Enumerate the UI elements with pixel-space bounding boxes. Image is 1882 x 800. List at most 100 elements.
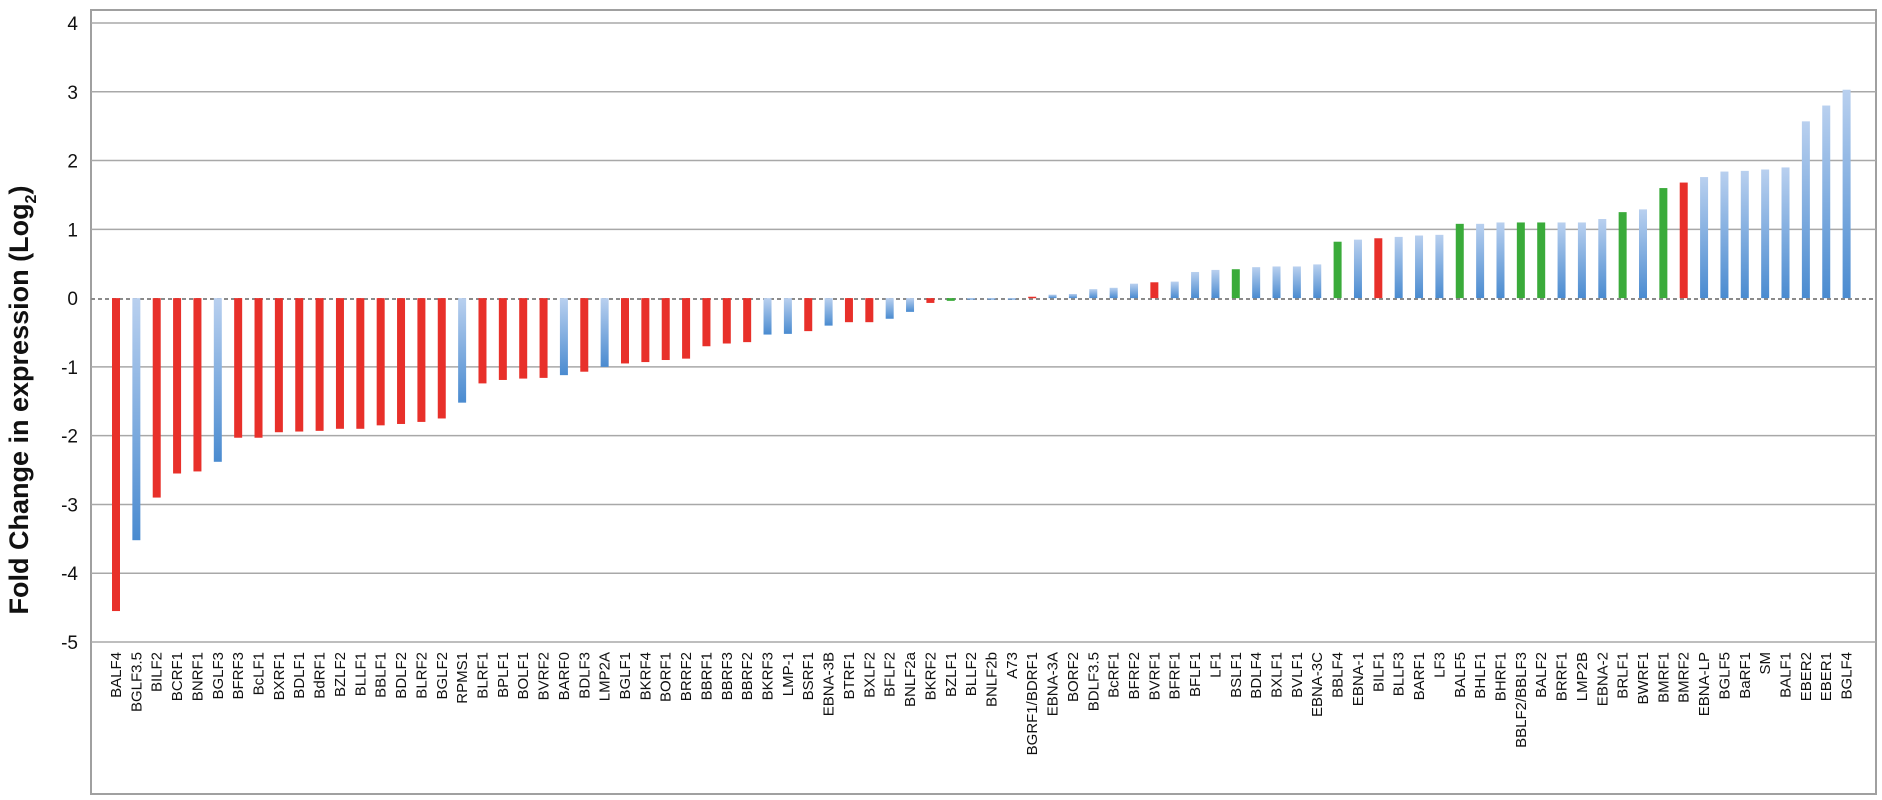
x-category-label: BSRF1 (800, 652, 817, 700)
y-axis-label: Fold Change in expression (Log2) (4, 186, 40, 615)
x-category-label: BLRF1 (474, 652, 491, 699)
bar (1455, 223, 1464, 299)
bar (621, 298, 629, 364)
bar (376, 298, 385, 426)
bar (1801, 121, 1810, 299)
x-category-label: BRRF2 (678, 652, 695, 701)
bar (1394, 236, 1403, 299)
x-category-label: BaRF1 (1737, 652, 1754, 699)
x-category-label: LMP2A (597, 652, 614, 701)
bar (1618, 212, 1627, 299)
bar (641, 298, 650, 363)
y-tick-label: -3 (61, 495, 78, 516)
bar (1577, 222, 1586, 299)
x-category-label: LMP-1 (780, 652, 797, 696)
bar (1130, 283, 1138, 299)
x-category-label: BGRF1/BDRF1 (1024, 652, 1041, 755)
bar (1639, 209, 1647, 299)
x-category-label: BSLF1 (1228, 652, 1245, 698)
bar (1537, 222, 1546, 299)
x-category-label: BVRF1 (1146, 652, 1163, 700)
x-category-label: BKRF4 (637, 652, 654, 700)
x-category-label: BFRF3 (230, 652, 247, 700)
x-category-label: BTRF1 (841, 652, 858, 700)
x-category-label: A73 (1004, 652, 1021, 679)
y-axis-label-main: Fold Change in expression (Log (4, 203, 34, 614)
bar (397, 298, 406, 424)
x-category-label: BXRF1 (271, 652, 288, 700)
y-tick-label: -2 (61, 427, 78, 448)
bar (356, 298, 365, 429)
x-category-label: BGLF1 (617, 652, 634, 700)
bar (519, 298, 528, 379)
x-category-label: BORF1 (658, 652, 675, 702)
bar (1700, 177, 1709, 299)
bar (1496, 222, 1505, 299)
x-category-label: BLLF3 (1391, 652, 1408, 696)
bar (498, 298, 507, 380)
bar (1842, 89, 1851, 299)
bar (763, 298, 772, 335)
bar (437, 298, 446, 419)
bar (1435, 234, 1444, 299)
x-category-label: EBNA-1 (1350, 652, 1367, 706)
bar (1089, 289, 1098, 299)
bar (1068, 293, 1077, 299)
bar (885, 298, 894, 319)
y-tick-label: 1 (67, 220, 78, 241)
bar (458, 298, 467, 403)
y-axis-label-suffix: ) (4, 186, 34, 195)
bar (743, 298, 752, 343)
x-category-label: BFRF2 (1126, 652, 1143, 700)
x-category-label: BDLF1 (291, 652, 308, 699)
bar (152, 298, 161, 498)
x-category-label: BZLF1 (943, 652, 960, 697)
bar (1822, 105, 1831, 299)
bar (1231, 269, 1240, 299)
bar (1740, 170, 1749, 299)
bar (1761, 169, 1770, 299)
x-category-label: BPLF1 (495, 652, 512, 698)
bar (1252, 267, 1261, 299)
x-category-label: BOLF1 (515, 652, 532, 700)
x-category-label: BBRF1 (698, 652, 715, 700)
x-category-label: BRRF1 (1554, 652, 1571, 701)
x-category-label: EBNA-LP (1696, 652, 1713, 716)
bar (824, 298, 833, 326)
x-category-label: BVRF2 (536, 652, 553, 700)
y-axis-ticks: 4 3 2 1 0 -1 -2 -3 -4 -5 (61, 14, 78, 654)
x-category-label: RPMS1 (454, 652, 471, 704)
bar (1516, 222, 1525, 299)
x-category-label: BDLF4 (1248, 652, 1265, 699)
x-category-label: EBER1 (1818, 652, 1835, 701)
bar (865, 298, 874, 323)
bar (112, 298, 120, 612)
bar (600, 298, 609, 367)
bar (274, 298, 283, 433)
bar (906, 298, 915, 312)
x-category-label: BBLF1 (373, 652, 390, 698)
x-category-label: BDLF2 (393, 652, 410, 699)
y-tick-label: -4 (61, 564, 78, 585)
bar (722, 298, 731, 344)
y-axis-label-subscript: 2 (23, 194, 40, 203)
bar (478, 298, 487, 384)
bar (1191, 271, 1200, 299)
x-category-label: BXLF2 (861, 652, 878, 698)
bar (539, 298, 548, 378)
plot-frame (90, 9, 1877, 795)
x-category-label: BGLF4 (1839, 652, 1856, 700)
bars (112, 89, 1851, 612)
x-category-label: BLRF2 (413, 652, 430, 699)
x-category-label: BBRF3 (719, 652, 736, 700)
bar (234, 298, 243, 438)
bar (254, 298, 263, 438)
bar (1048, 294, 1057, 299)
x-category-label: BdRF1 (312, 652, 329, 699)
bar (1598, 219, 1607, 299)
x-category-label: BGLF2 (434, 652, 451, 700)
y-tick-label: -5 (61, 633, 78, 654)
bar (417, 298, 426, 422)
x-category-label: BILF1 (1370, 652, 1387, 692)
bar (1211, 269, 1220, 299)
